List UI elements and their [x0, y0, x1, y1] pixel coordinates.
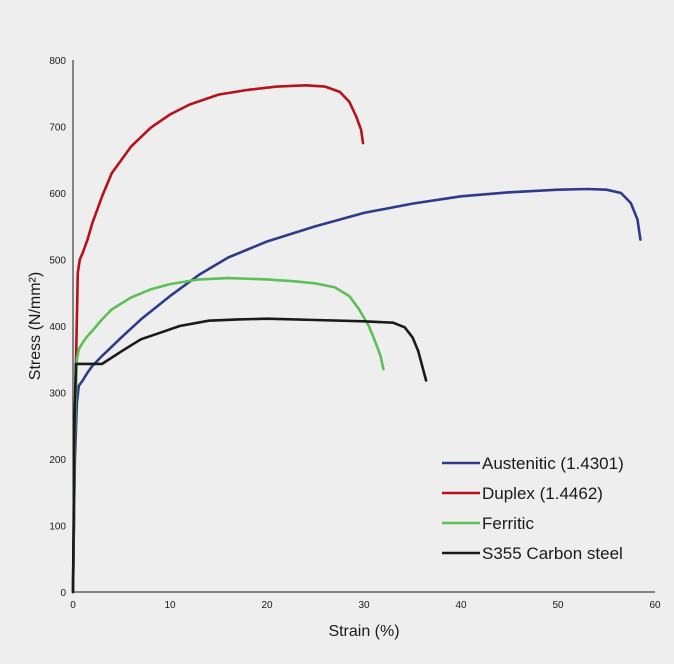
y-tick-label: 0 — [60, 588, 66, 599]
y-tick-label: 800 — [49, 56, 66, 67]
y-tick-label: 100 — [49, 522, 66, 533]
legend-label: Ferritic — [482, 514, 534, 533]
series-lines — [71, 84, 642, 594]
y-tick-label: 200 — [49, 455, 66, 466]
legend: Austenitic (1.4301) Duplex (1.4462) Ferrit… — [442, 454, 624, 563]
x-tick-label: 50 — [552, 600, 564, 611]
series-line-s355-carbon-steel — [71, 317, 428, 594]
x-tick-label: 60 — [649, 600, 661, 611]
x-axis-title: Strain (%) — [328, 623, 399, 640]
x-tick-label: 30 — [358, 600, 370, 611]
x-tick-labels: 0 10 20 30 40 50 60 — [70, 600, 661, 611]
y-tick-labels: 0 100 200 300 400 500 600 700 800 — [49, 56, 66, 599]
y-tick-label: 400 — [49, 322, 66, 333]
legend-label: Duplex (1.4462) — [482, 484, 603, 503]
y-tick-label: 300 — [49, 389, 66, 400]
x-tick-label: 10 — [164, 600, 176, 611]
y-axis-title: Stress (N/mm²) — [27, 272, 44, 380]
series-line-ferritic — [71, 276, 385, 594]
x-tick-label: 20 — [261, 600, 273, 611]
legend-label: Austenitic (1.4301) — [482, 454, 624, 473]
axes — [72, 60, 655, 593]
series-line-austenitic-1-4301 — [71, 187, 642, 594]
y-tick-label: 500 — [49, 256, 66, 267]
y-tick-label: 700 — [49, 123, 66, 134]
x-tick-label: 40 — [455, 600, 467, 611]
y-tick-label: 600 — [49, 189, 66, 200]
legend-label: S355 Carbon steel — [482, 544, 623, 563]
series-line-duplex-1-4462 — [71, 84, 365, 594]
x-tick-label: 0 — [70, 600, 76, 611]
